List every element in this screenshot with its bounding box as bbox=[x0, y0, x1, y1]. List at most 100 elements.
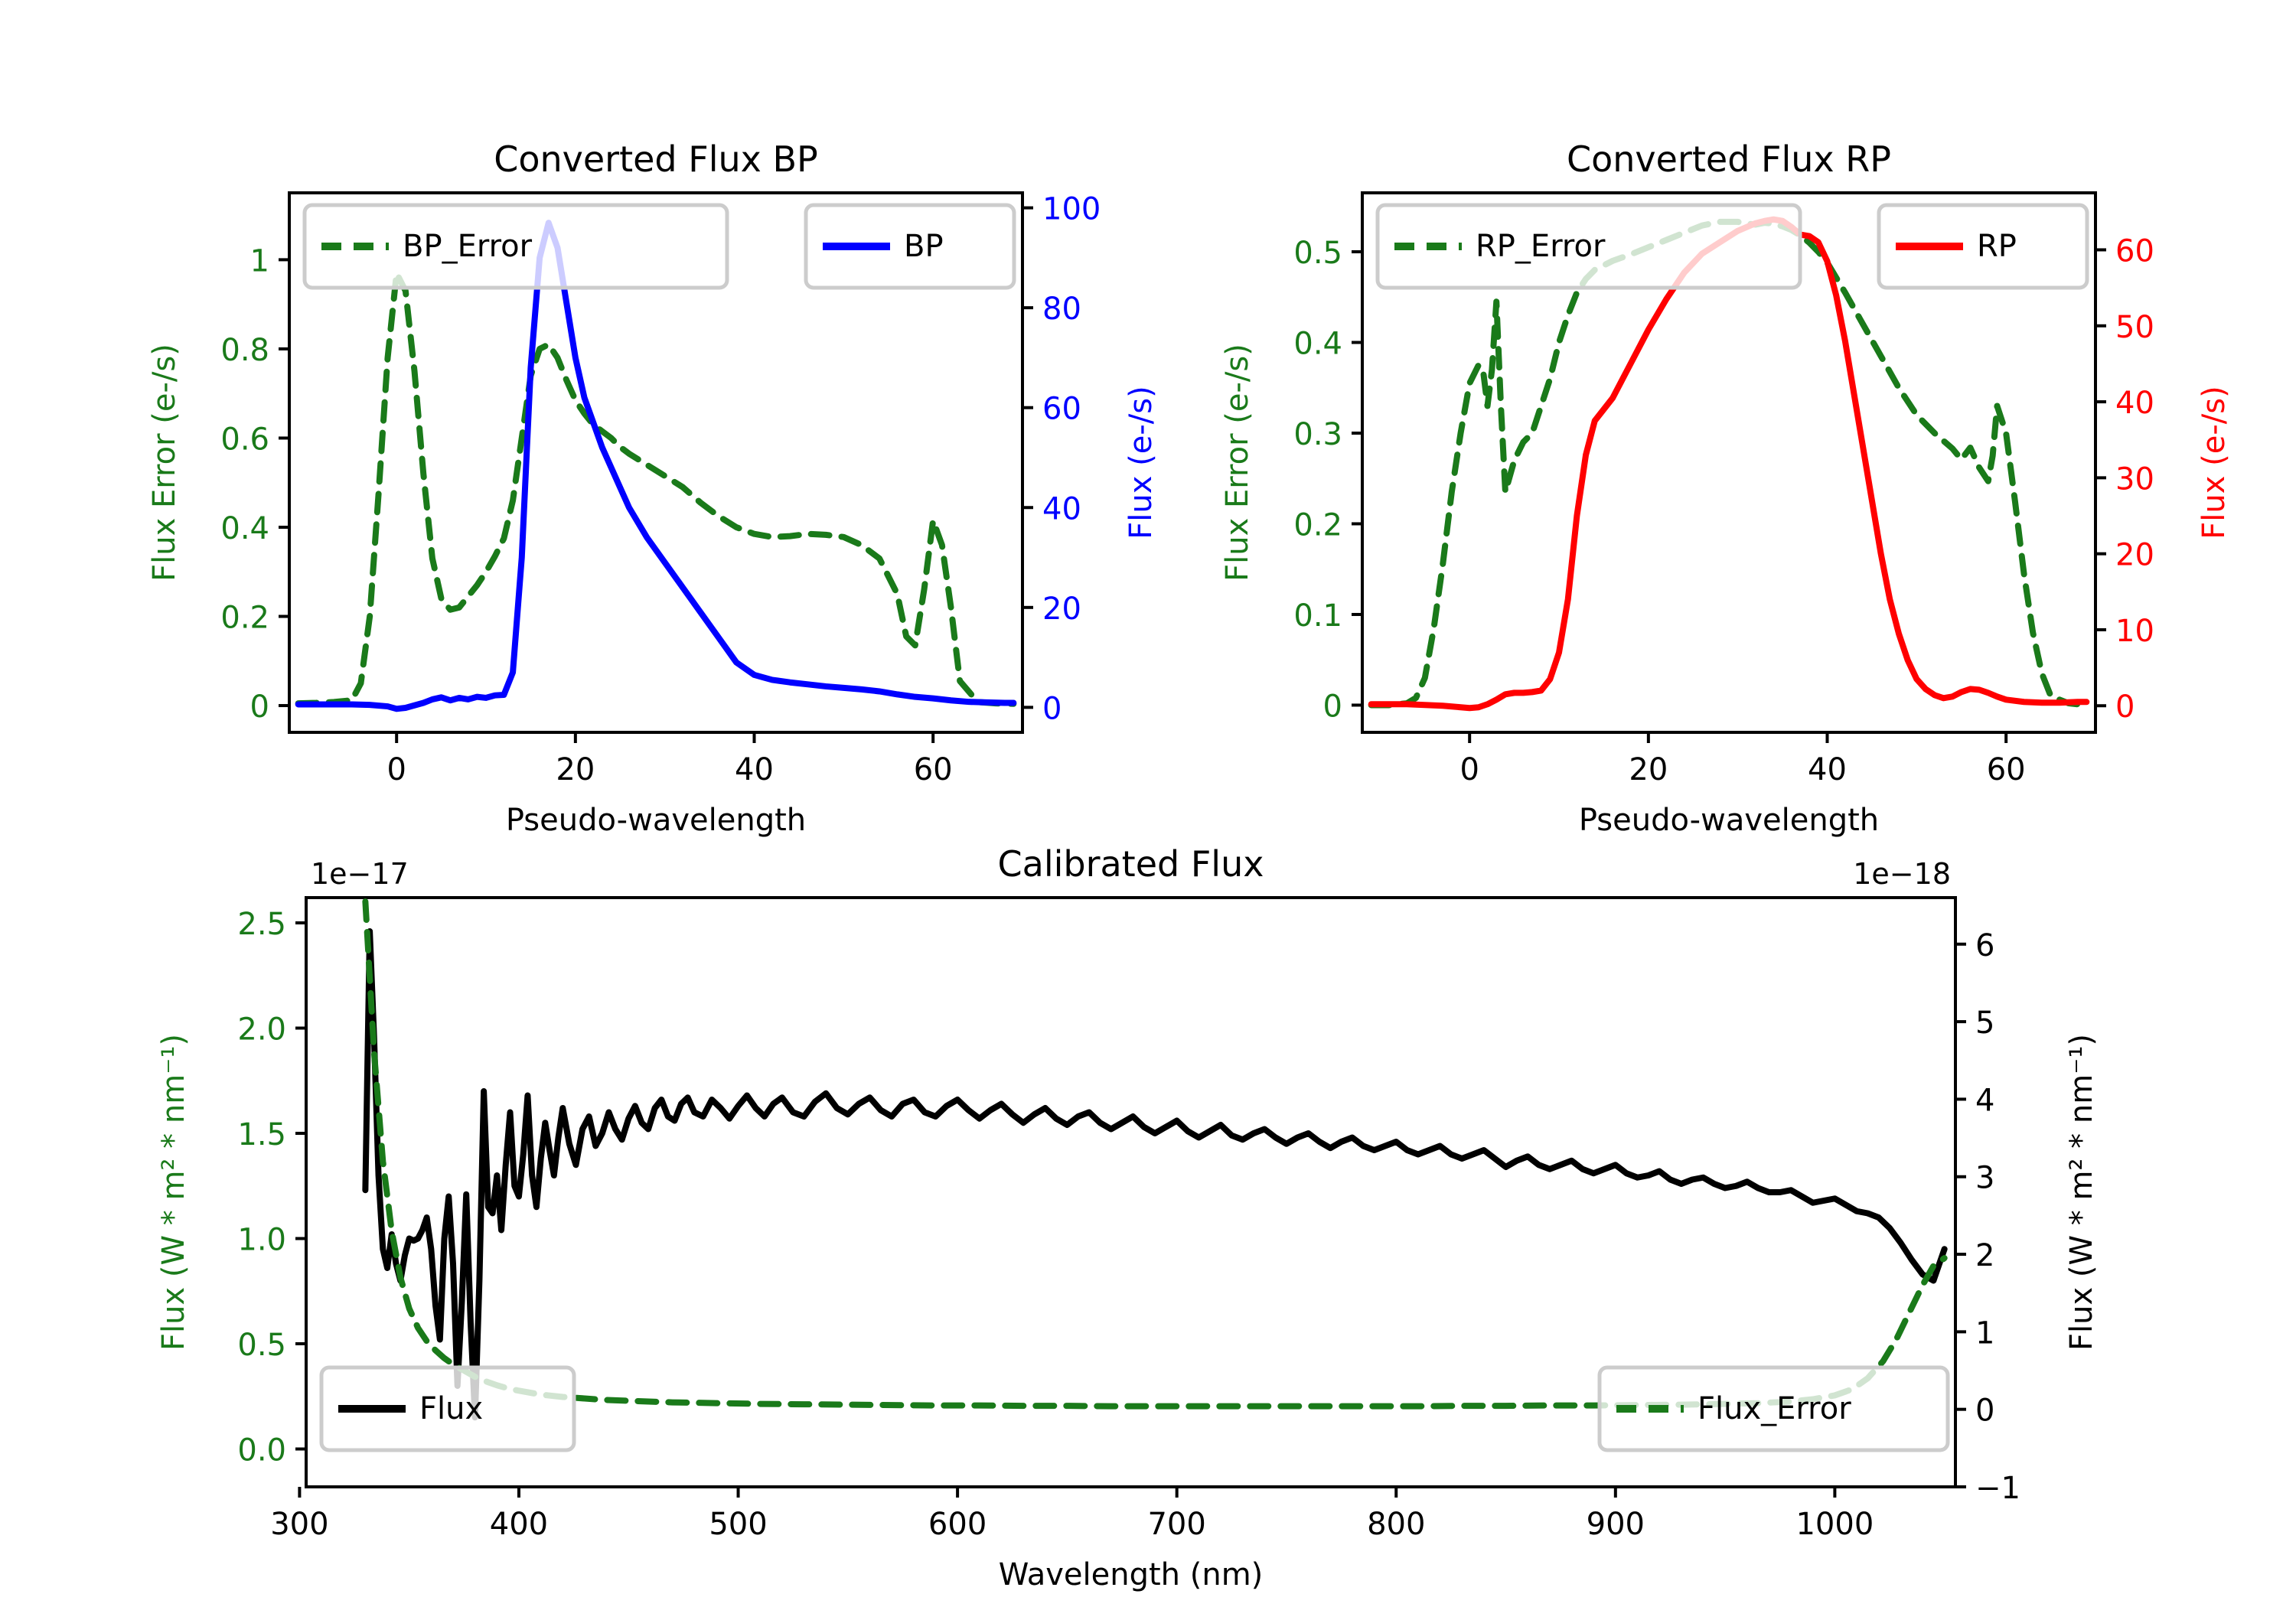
svg-text:40: 40 bbox=[1808, 752, 1847, 787]
svg-text:Converted Flux RP: Converted Flux RP bbox=[1567, 139, 1891, 180]
svg-text:30: 30 bbox=[2115, 461, 2154, 497]
calibrated-flux-axes-xaxis-label: Wavelength (nm) bbox=[999, 1557, 1264, 1592]
converted-flux-bp-axes-plot-frame bbox=[288, 191, 1024, 734]
svg-text:700: 700 bbox=[1147, 1507, 1205, 1542]
svg-text:0: 0 bbox=[1042, 691, 1062, 726]
svg-text:0: 0 bbox=[250, 689, 269, 725]
rp-error-legend[interactable]: RP_Error bbox=[1375, 203, 1802, 290]
calibrated-flux-axes-yaxis-left-label: Flux (W * m² * nm⁻¹) bbox=[156, 1034, 191, 1351]
svg-text:0.5: 0.5 bbox=[237, 1328, 286, 1363]
converted-flux-rp-axes-yaxis-right-ticks: 0 10 20 30 40 50 60 Flux (e-/s) bbox=[2095, 233, 2232, 725]
svg-text:Calibrated Flux: Calibrated Flux bbox=[998, 843, 1264, 885]
svg-text:900: 900 bbox=[1587, 1507, 1645, 1542]
svg-text:1.5: 1.5 bbox=[237, 1117, 286, 1152]
svg-text:0.6: 0.6 bbox=[220, 422, 269, 457]
bp-legend-label: BP bbox=[904, 229, 944, 264]
svg-text:1: 1 bbox=[1975, 1315, 1994, 1351]
converted-flux-rp-axes-plot-frame bbox=[1361, 191, 2097, 734]
rp-error-legend-label: RP_Error bbox=[1476, 229, 1606, 264]
calibrated-flux-error-legend[interactable]: Flux_Error bbox=[1597, 1365, 1950, 1452]
svg-text:4: 4 bbox=[1975, 1083, 1994, 1118]
svg-text:800: 800 bbox=[1367, 1507, 1425, 1542]
svg-text:0.4: 0.4 bbox=[220, 511, 269, 546]
svg-text:1000: 1000 bbox=[1795, 1507, 1874, 1542]
converted-flux-rp-axes-data-lines bbox=[1368, 216, 2090, 712]
rp-legend[interactable]: RP bbox=[1877, 203, 2089, 290]
rp-legend-box bbox=[1877, 203, 2089, 290]
bp-error-legend[interactable]: BP_Error bbox=[302, 203, 729, 290]
svg-text:20: 20 bbox=[1629, 752, 1668, 787]
converted-flux-rp-axes-yaxis-right-label: Flux (e-/s) bbox=[2197, 386, 2232, 539]
calibrated-flux-legend[interactable]: Flux bbox=[319, 1365, 576, 1452]
series-rp-line bbox=[1368, 216, 2090, 712]
svg-text:50: 50 bbox=[2115, 310, 2154, 345]
rp-legend-label: RP bbox=[1977, 229, 2017, 264]
calibrated-flux-legend-box bbox=[319, 1365, 576, 1452]
svg-text:Converted Flux BP: Converted Flux BP bbox=[494, 139, 818, 180]
svg-text:0.2: 0.2 bbox=[1293, 507, 1342, 543]
svg-text:20: 20 bbox=[556, 752, 595, 787]
converted-flux-bp-axes-xaxis-label: Pseudo-wavelength bbox=[506, 803, 806, 838]
svg-text:0.1: 0.1 bbox=[1293, 598, 1342, 634]
converted-flux-rp-axes-xaxis-ticks: 0 20 40 60 Pseudo-wavelength bbox=[1459, 732, 2026, 838]
bp-error-legend-label: BP_Error bbox=[403, 229, 533, 264]
calibrated-flux-axes-data-lines bbox=[362, 898, 1948, 1421]
svg-text:60: 60 bbox=[914, 752, 953, 787]
svg-text:0: 0 bbox=[1975, 1393, 1994, 1429]
svg-text:3: 3 bbox=[1975, 1161, 1994, 1196]
svg-text:10: 10 bbox=[2115, 614, 2154, 649]
converted-flux-bp-axes-yaxis-left-ticks: 0 0.2 0.4 0.6 0.8 1 Flux Error (e-/s) bbox=[147, 243, 289, 725]
series-flux-line bbox=[362, 928, 1948, 1421]
converted-flux-rp-axes-yaxis-left-label: Flux Error (e-/s) bbox=[1220, 344, 1255, 582]
svg-text:40: 40 bbox=[735, 752, 774, 787]
svg-text:60: 60 bbox=[2115, 233, 2154, 269]
converted-flux-rp-axes-yaxis-left-ticks: 0 0.1 0.2 0.3 0.4 0.5 Flux Error (e-/s) bbox=[1220, 236, 1362, 724]
svg-text:0.4: 0.4 bbox=[1293, 327, 1342, 362]
svg-text:0: 0 bbox=[386, 752, 406, 787]
converted-flux-rp-axes-xaxis-label: Pseudo-wavelength bbox=[1579, 803, 1879, 838]
series-flux_error-line bbox=[362, 898, 1948, 1410]
bp-legend[interactable]: BP bbox=[804, 203, 1016, 290]
svg-text:1: 1 bbox=[250, 243, 269, 279]
calibrated-flux-axes-left-offset-text: 1e−17 bbox=[311, 857, 409, 891]
series-bp_error-line bbox=[295, 269, 1017, 707]
svg-text:2.0: 2.0 bbox=[237, 1012, 286, 1048]
svg-text:2: 2 bbox=[1975, 1238, 1994, 1273]
svg-text:100: 100 bbox=[1042, 192, 1101, 227]
svg-text:300: 300 bbox=[270, 1507, 328, 1542]
rp-error-legend-box bbox=[1375, 203, 1802, 290]
svg-text:0: 0 bbox=[1323, 689, 1342, 724]
svg-text:0: 0 bbox=[2115, 689, 2135, 725]
svg-text:60: 60 bbox=[1042, 392, 1081, 427]
svg-text:0.2: 0.2 bbox=[220, 601, 269, 636]
svg-text:20: 20 bbox=[1042, 592, 1081, 627]
svg-text:400: 400 bbox=[490, 1507, 548, 1542]
svg-text:5: 5 bbox=[1975, 1006, 1994, 1041]
calibrated-flux-axes-right-offset-text: 1e−18 bbox=[1853, 857, 1951, 891]
calibrated-flux-error-legend-label: Flux_Error bbox=[1698, 1391, 1851, 1426]
converted-flux-bp-axes-title: Converted Flux BP bbox=[494, 139, 818, 180]
svg-text:0: 0 bbox=[1459, 752, 1479, 787]
svg-text:60: 60 bbox=[1987, 752, 2026, 787]
svg-text:−1: −1 bbox=[1975, 1471, 2020, 1506]
bp-error-legend-box bbox=[302, 203, 729, 290]
converted-flux-bp-axes: Converted Flux BP 0 20 40 60 Pseudo-wavelengt… bbox=[147, 139, 1159, 838]
calibrated-flux-axes-title: Calibrated Flux bbox=[998, 843, 1264, 885]
converted-flux-bp-axes-data-lines bbox=[295, 220, 1017, 712]
converted-flux-bp-axes-yaxis-right-ticks: 0 20 40 60 80 100 Flux (e-/s) bbox=[1022, 192, 1159, 726]
svg-text:500: 500 bbox=[709, 1507, 767, 1542]
svg-text:600: 600 bbox=[928, 1507, 987, 1542]
svg-text:6: 6 bbox=[1975, 928, 1994, 963]
svg-text:0.8: 0.8 bbox=[220, 333, 269, 368]
svg-text:20: 20 bbox=[2115, 538, 2154, 573]
calibrated-flux-legend-label: Flux bbox=[419, 1391, 483, 1426]
svg-text:0.5: 0.5 bbox=[1293, 236, 1342, 271]
converted-flux-bp-axes-yaxis-left-label: Flux Error (e-/s) bbox=[147, 344, 182, 582]
svg-text:40: 40 bbox=[2115, 386, 2154, 421]
svg-text:2.5: 2.5 bbox=[237, 907, 286, 942]
calibrated-flux-axes-yaxis-right-ticks: −1 0 1 2 3 4 5 6 Flux (W * m² * nm⁻¹) bbox=[1955, 928, 2099, 1506]
svg-text:80: 80 bbox=[1042, 292, 1081, 327]
svg-text:0.0: 0.0 bbox=[237, 1433, 286, 1468]
